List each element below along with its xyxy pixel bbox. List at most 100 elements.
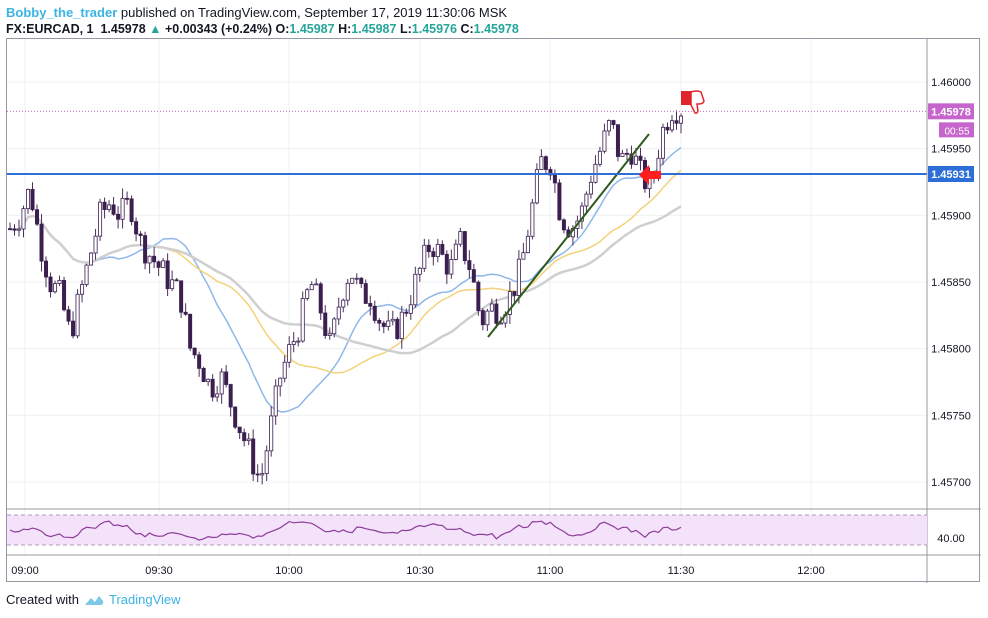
candle-body (228, 384, 233, 408)
candle-body (107, 204, 112, 210)
candle-body (296, 340, 301, 343)
symbol-label[interactable]: FX:EURCAD, 1 (6, 22, 94, 36)
candle-body (534, 169, 539, 204)
time-tick-label: 10:30 (406, 565, 434, 577)
candle-body (75, 293, 80, 337)
candle-body (588, 181, 593, 195)
candle-body (318, 283, 323, 314)
candle-body (413, 273, 418, 306)
candle-body (543, 156, 548, 170)
time-axis[interactable]: 09:00 09:30 10:00 10:30 11:00 11:30 12:00 (11, 565, 825, 577)
candle-body (404, 311, 409, 314)
tradingview-link[interactable]: TradingView (108, 592, 181, 607)
candle-body (210, 378, 215, 398)
candle-body (435, 244, 440, 258)
candle-body (183, 311, 188, 315)
candle-body (246, 438, 251, 442)
candle-body (332, 318, 337, 335)
candle-body (539, 156, 544, 170)
time-tick-label: 10:00 (275, 565, 303, 577)
thumbs-down-icon[interactable] (681, 90, 705, 114)
moving-average-yellow (9, 169, 682, 374)
candle-body (12, 228, 17, 231)
candle-body (462, 231, 467, 262)
grid (7, 39, 927, 555)
price-tick-label: 1.45750 (931, 410, 971, 422)
created-with-label: Created with (6, 592, 79, 607)
candle-body (638, 155, 643, 161)
chart-frame[interactable]: 1.46000 1.45950 1.45900 1.45850 1.45800 1.457… (6, 38, 981, 583)
candle-body (602, 130, 607, 152)
candle-body (264, 450, 269, 474)
red-left-arrow-icon[interactable] (639, 165, 661, 185)
candle-body (377, 320, 382, 324)
candle-body (48, 276, 53, 293)
candles (7, 110, 684, 485)
candle-body (489, 303, 494, 312)
candle-body (584, 193, 589, 207)
candle-body (399, 311, 404, 339)
candle-body (98, 201, 103, 237)
candle-body (53, 283, 58, 293)
candle-body (93, 235, 98, 254)
candle-body (341, 299, 346, 308)
candle-body (143, 235, 148, 264)
candle-body (197, 354, 202, 369)
moving-average-grey (9, 205, 682, 355)
candle-body (305, 289, 310, 299)
rsi-pane[interactable]: 40.00 (7, 514, 965, 546)
candle-body (17, 228, 22, 231)
candle-body (611, 120, 616, 126)
candle-body (152, 255, 157, 263)
candle-body (679, 115, 684, 124)
price-tick-label: 1.45850 (931, 277, 971, 289)
publish-info: published on TradingView.com, September … (120, 5, 508, 20)
candle-body (579, 205, 584, 222)
candle-body (674, 120, 679, 124)
candle-body (174, 279, 179, 282)
candle-body (215, 393, 220, 398)
candle-body (39, 223, 44, 262)
candle-body (179, 280, 184, 313)
candle-body (111, 204, 116, 215)
candle-body (165, 260, 170, 290)
low-value: 1.45976 (411, 22, 457, 36)
candle-body (219, 371, 224, 395)
rsi-level-label: 40.00 (937, 533, 965, 545)
candle-body (620, 152, 625, 157)
candle-body (116, 213, 121, 220)
candle-body (134, 221, 139, 235)
candle-body (57, 279, 62, 284)
svg-text:1.45931: 1.45931 (931, 169, 971, 181)
candle-body (125, 197, 130, 200)
trendline[interactable] (487, 133, 650, 338)
candle-body (224, 371, 229, 385)
candle-body (255, 473, 260, 476)
candle-body (30, 189, 35, 211)
high-label: H: (338, 22, 352, 36)
candle-body (233, 406, 238, 428)
candle-body (354, 277, 359, 280)
author-link[interactable]: Bobby_the_trader (6, 5, 118, 20)
time-tick-label: 09:30 (145, 565, 173, 577)
candle-body (669, 120, 674, 131)
candle-body (80, 284, 85, 295)
candle-body (507, 291, 512, 315)
price-axis[interactable]: 1.46000 1.45950 1.45900 1.45850 1.45800 1.457… (931, 77, 971, 489)
candle-body (327, 333, 332, 336)
candle-body (156, 261, 161, 268)
candle-body (7, 228, 13, 231)
candle-body (615, 124, 620, 157)
candle-body (453, 243, 458, 260)
candle-body (606, 120, 611, 132)
candle-body (201, 367, 206, 383)
time-tick-label: 11:00 (537, 565, 564, 577)
price-tick-label: 1.45800 (931, 344, 971, 356)
candle-body (102, 201, 107, 210)
chart-canvas[interactable]: 1.46000 1.45950 1.45900 1.45850 1.45800 1.457… (7, 39, 981, 583)
candle-body (548, 169, 553, 176)
candle-body (129, 198, 134, 222)
svg-text:1.45978: 1.45978 (931, 106, 971, 118)
time-tick-label: 09:00 (11, 565, 39, 577)
last-price: 1.45978 (100, 22, 146, 36)
